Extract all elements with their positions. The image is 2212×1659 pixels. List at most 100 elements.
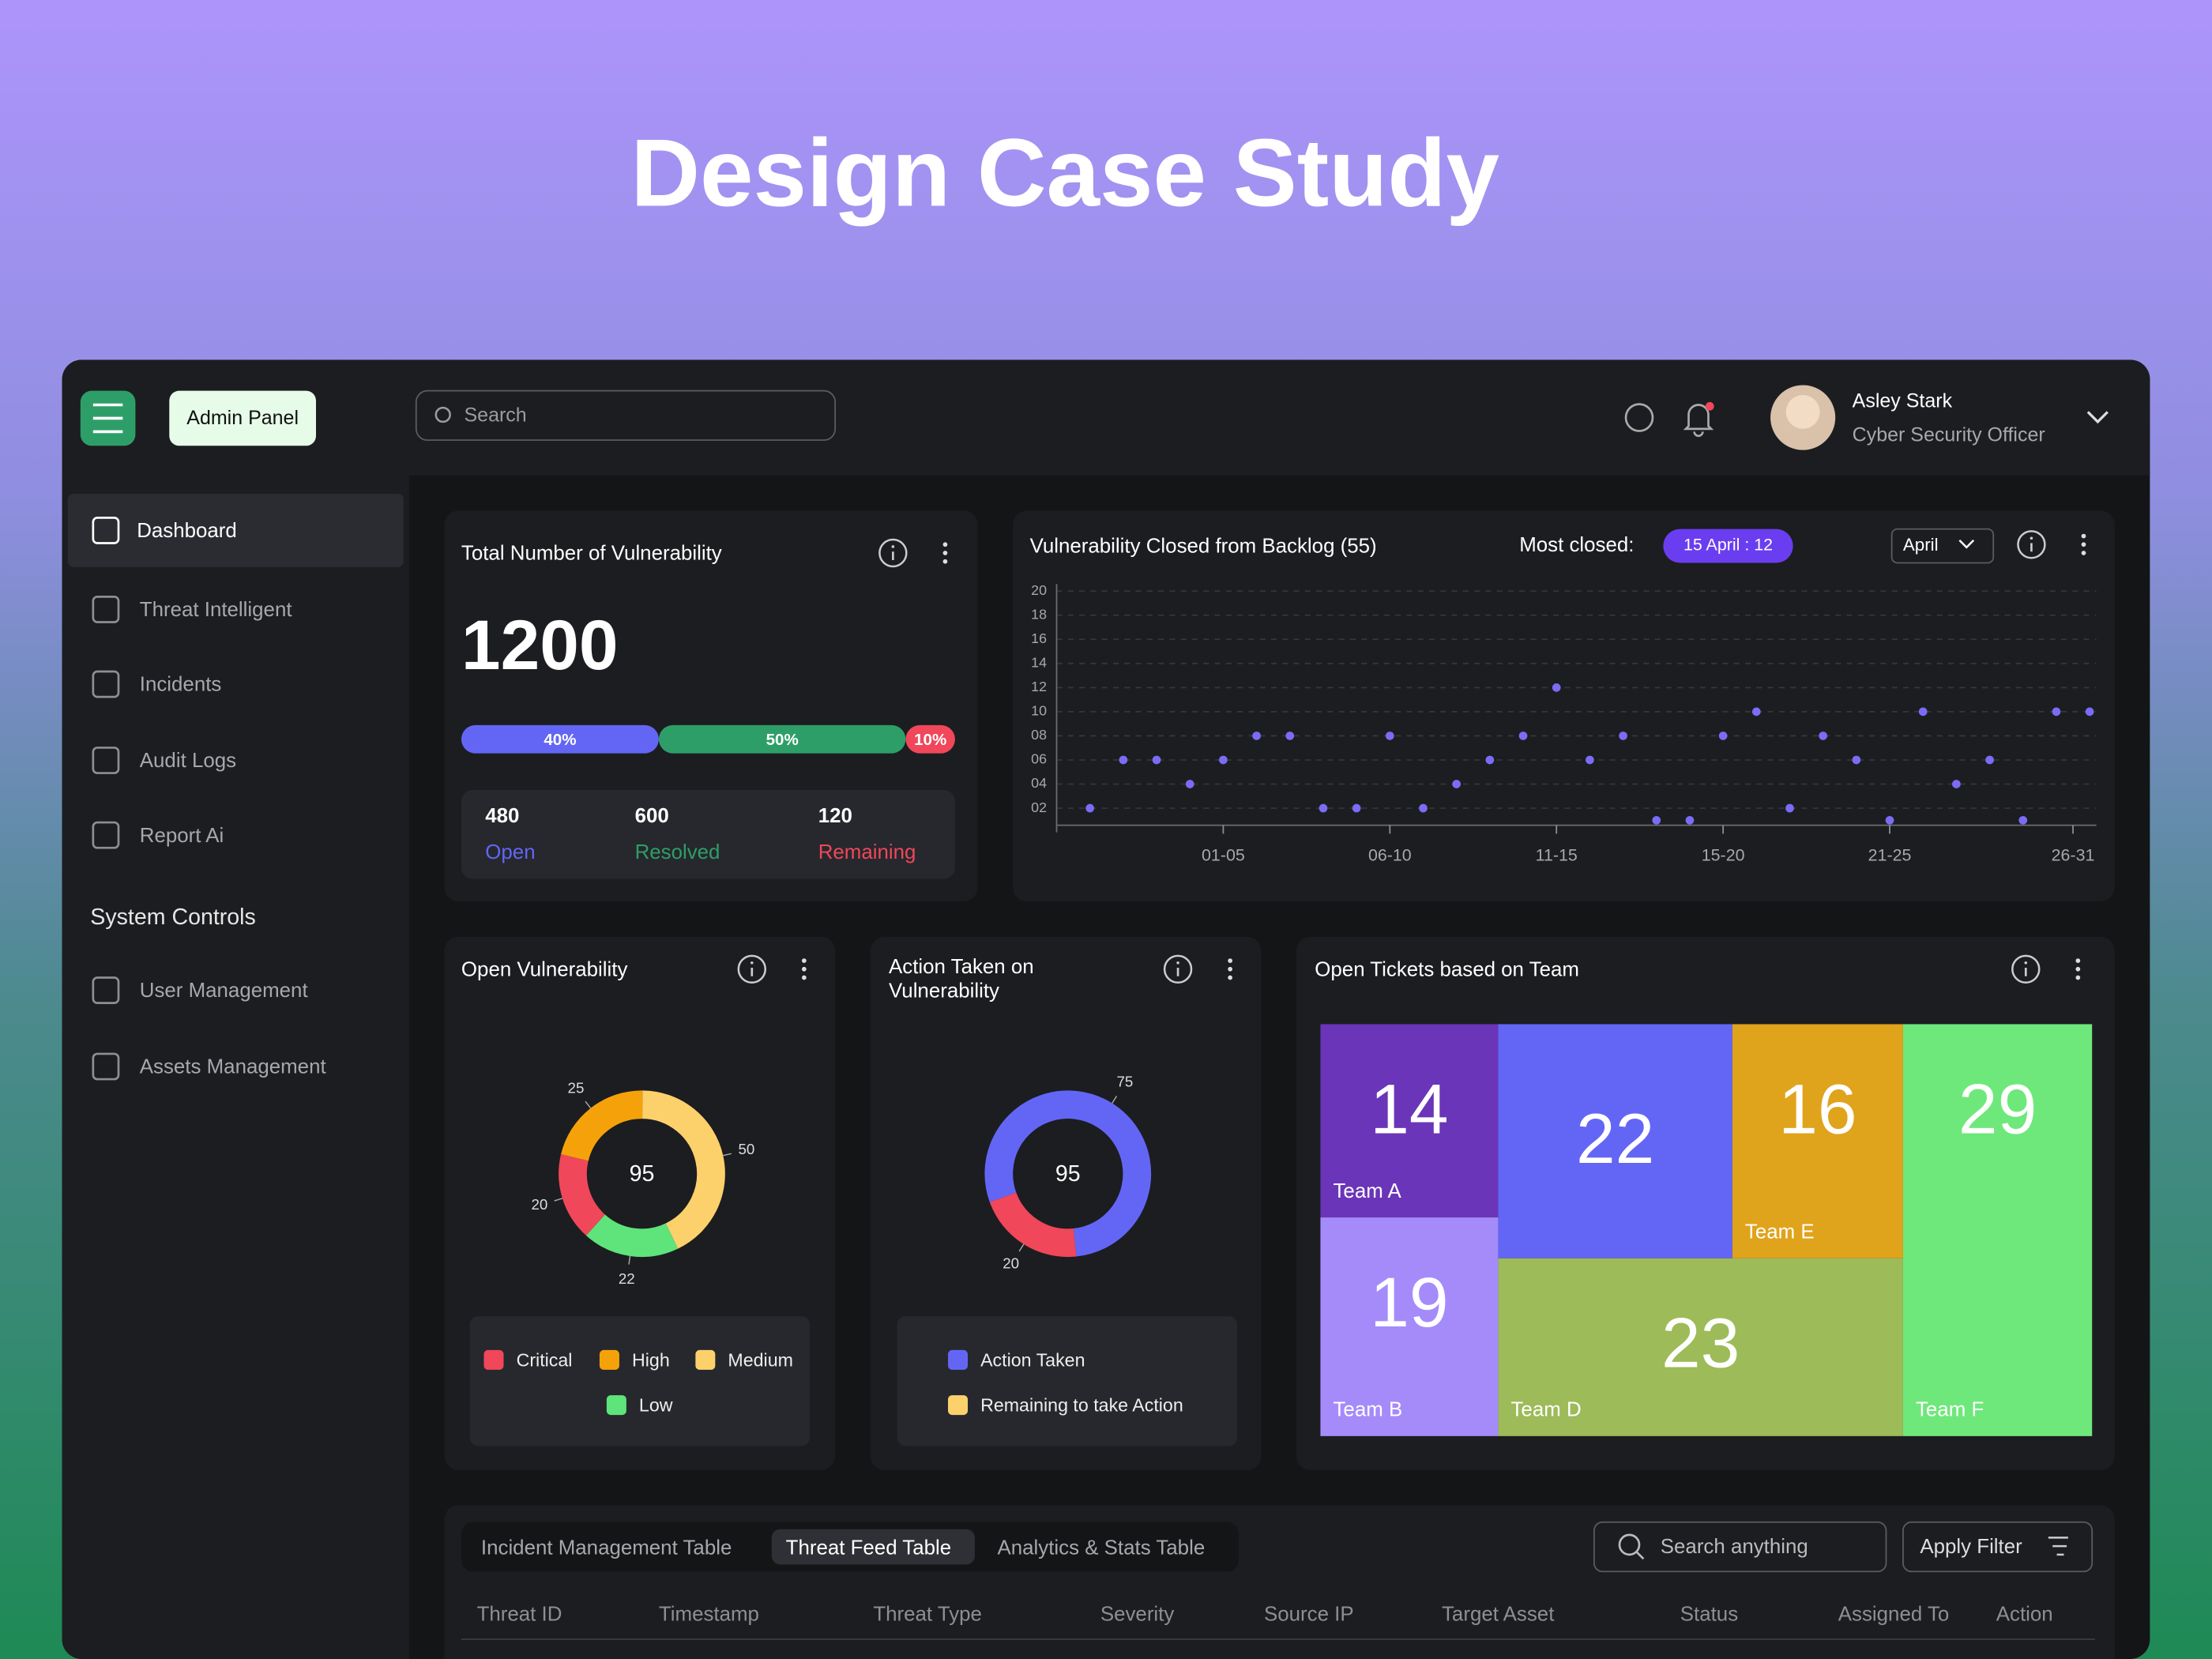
more-icon-dot[interactable] (2081, 533, 2086, 539)
tab-active[interactable] (771, 1529, 975, 1565)
nav-icon (92, 596, 120, 623)
card-title-line: Action Taken on (889, 956, 1034, 978)
column-header: Threat Type (873, 1603, 982, 1625)
stat-value: 480 (485, 805, 519, 827)
menu-button[interactable] (80, 390, 136, 446)
card-title: Vulnerability Closed from Backlog (55) (1030, 536, 1377, 558)
treemap-value: 16 (1778, 1069, 1856, 1148)
nav-icon (92, 1052, 120, 1081)
legend-label: High (632, 1349, 670, 1370)
info-icon-dot (891, 545, 895, 548)
more-icon-dot[interactable] (2081, 542, 2086, 547)
info-icon-dot (750, 961, 754, 965)
more-icon-dot[interactable] (2081, 551, 2086, 555)
nav-item[interactable]: Audit Logs (140, 750, 236, 772)
x-tick-label: 06-10 (1368, 846, 1412, 865)
more-icon-dot[interactable] (942, 542, 948, 547)
info-icon[interactable] (878, 538, 908, 568)
nav-item-active[interactable] (67, 494, 404, 567)
more-icon-dot[interactable] (942, 551, 948, 555)
more-icon-dot[interactable] (1228, 958, 1233, 963)
scatter-point (1485, 755, 1495, 765)
more-icon-dot[interactable] (1228, 975, 1233, 980)
donut-value-label: 25 (568, 1080, 585, 1097)
donut-leader (628, 1255, 631, 1265)
stat-value: 120 (818, 805, 852, 827)
nav-icon (92, 517, 120, 544)
scatter-point (1452, 780, 1462, 788)
info-icon[interactable] (737, 954, 766, 984)
donut-value-label: 20 (1003, 1255, 1019, 1272)
nav-item[interactable]: Assets Management (140, 1056, 326, 1078)
tab[interactable]: Incident Management Table (481, 1537, 732, 1559)
progress-segment (905, 724, 955, 754)
x-tick-label: 11-15 (1536, 846, 1578, 865)
nav-item[interactable]: User Management (140, 980, 308, 1002)
scatter-point (1619, 732, 1627, 740)
scatter-point (1918, 707, 1928, 717)
more-icon-dot[interactable] (2075, 958, 2081, 963)
info-icon[interactable] (2011, 954, 2041, 984)
donut-segment (641, 1090, 725, 1249)
scatter-point (1219, 755, 1228, 765)
scatter-point (1119, 755, 1128, 765)
nav-item[interactable]: Dashboard (137, 520, 237, 542)
y-tick-label: 14 (1031, 655, 1047, 671)
notifications-button[interactable] (1683, 401, 1714, 438)
donut-center-label: 95 (1055, 1161, 1081, 1187)
user-dropdown[interactable] (2086, 411, 2109, 424)
donut-center-label: 95 (630, 1161, 655, 1187)
card-title: Action Taken on Vulnerability (889, 956, 1034, 1002)
tab[interactable]: Analytics & Stats Table (998, 1537, 1206, 1559)
search-box[interactable] (415, 389, 837, 442)
scatter-point (2018, 815, 2028, 825)
info-icon[interactable] (1163, 954, 1193, 984)
messages-button[interactable] (1624, 403, 1654, 432)
y-tick-label: 06 (1031, 751, 1047, 767)
progress-segment (461, 724, 659, 754)
info-icon[interactable] (2017, 530, 2046, 559)
donut-value-label: 20 (531, 1196, 547, 1213)
scatter-point (2052, 707, 2061, 717)
nav-item[interactable]: Report Ai (140, 825, 224, 847)
donut-leader (554, 1198, 563, 1202)
nav-item[interactable]: Incidents (140, 674, 222, 696)
stat-value: 600 (635, 805, 669, 827)
column-header: Assigned To (1838, 1603, 1950, 1625)
more-icon-dot[interactable] (942, 559, 948, 564)
treemap-value: 19 (1370, 1262, 1448, 1341)
bell-icon[interactable] (1683, 404, 1714, 438)
x-tick-label: 15-20 (1702, 846, 1745, 865)
donut-segment (989, 1191, 1077, 1258)
column-header: Action (1996, 1603, 2053, 1625)
legend-swatch (599, 1349, 619, 1370)
donut-segment (559, 1154, 606, 1236)
more-icon-dot[interactable] (2075, 966, 2081, 972)
legend-swatch (606, 1395, 626, 1416)
treemap-cell (1498, 1258, 1903, 1436)
y-tick-label: 20 (1031, 582, 1047, 598)
info-icon-dot (2030, 536, 2033, 540)
filter-button[interactable] (1902, 1521, 2094, 1573)
table-search[interactable] (1593, 1521, 1887, 1573)
scatter-point (1586, 755, 1594, 765)
scatter-point (1185, 780, 1194, 788)
treemap-value: 23 (1661, 1304, 1740, 1382)
more-icon-dot[interactable] (802, 958, 807, 963)
tab[interactable]: Threat Feed Table (786, 1537, 952, 1559)
nav-item[interactable]: Threat Intelligent (140, 599, 292, 621)
messages-icon[interactable] (1624, 403, 1654, 432)
more-icon-dot[interactable] (2075, 975, 2081, 980)
scatter-point (1319, 803, 1328, 813)
more-icon-dot[interactable] (1228, 966, 1233, 972)
donut-value-label: 22 (619, 1270, 635, 1287)
donut-value-label: 50 (739, 1141, 755, 1157)
period-value: April (1903, 535, 1939, 555)
more-icon-dot[interactable] (802, 975, 807, 980)
page-title: Design Case Study (630, 119, 1499, 227)
scatter-point (1952, 780, 1961, 788)
more-icon-dot[interactable] (802, 966, 807, 972)
donut-segment (984, 1090, 1152, 1257)
period-select[interactable] (1890, 528, 1995, 564)
menu-icon (92, 403, 123, 434)
